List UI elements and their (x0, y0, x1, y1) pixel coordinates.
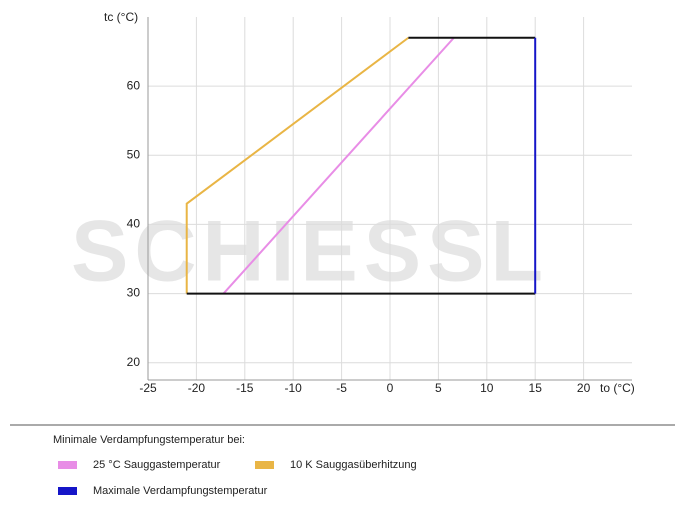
y-tick-label: 20 (127, 355, 141, 369)
x-axis-label: to (°C) (600, 381, 635, 395)
y-tick-label: 50 (127, 147, 141, 161)
y-tick-label: 30 (127, 286, 141, 300)
series-line (185, 36, 409, 294)
x-tick-label: -20 (188, 381, 206, 395)
legend-label: 10 K Sauggasüberhitzung (290, 459, 417, 471)
y-tick-label: 40 (127, 217, 141, 231)
legend-title: Minimale Verdampfungstemperatur bei: (53, 434, 245, 446)
series-line (186, 36, 536, 295)
x-tick-label: 20 (577, 381, 591, 395)
y-tick-label: 60 (127, 78, 141, 92)
x-tick-label: -15 (236, 381, 254, 395)
legend-swatch (58, 487, 77, 495)
series-line (222, 37, 455, 295)
legend-swatch (255, 461, 274, 469)
y-axis-label: tc (°C) (104, 10, 138, 24)
legend: 25 °C Sauggastemperatur 10 K Sauggasüberh… (58, 459, 417, 497)
x-tick-label: 15 (529, 381, 543, 395)
x-tick-label: 0 (387, 381, 394, 395)
x-tick-label: -25 (139, 381, 157, 395)
legend-label: 25 °C Sauggastemperatur (93, 459, 221, 471)
x-tick-label: -5 (336, 381, 347, 395)
legend-label: Maximale Verdampfungstemperatur (93, 485, 268, 497)
x-tick-label: 5 (435, 381, 442, 395)
x-tick-label: 10 (480, 381, 494, 395)
watermark: SCHIESSL (71, 204, 549, 300)
legend-swatch (58, 461, 77, 469)
x-tick-label: -10 (285, 381, 303, 395)
